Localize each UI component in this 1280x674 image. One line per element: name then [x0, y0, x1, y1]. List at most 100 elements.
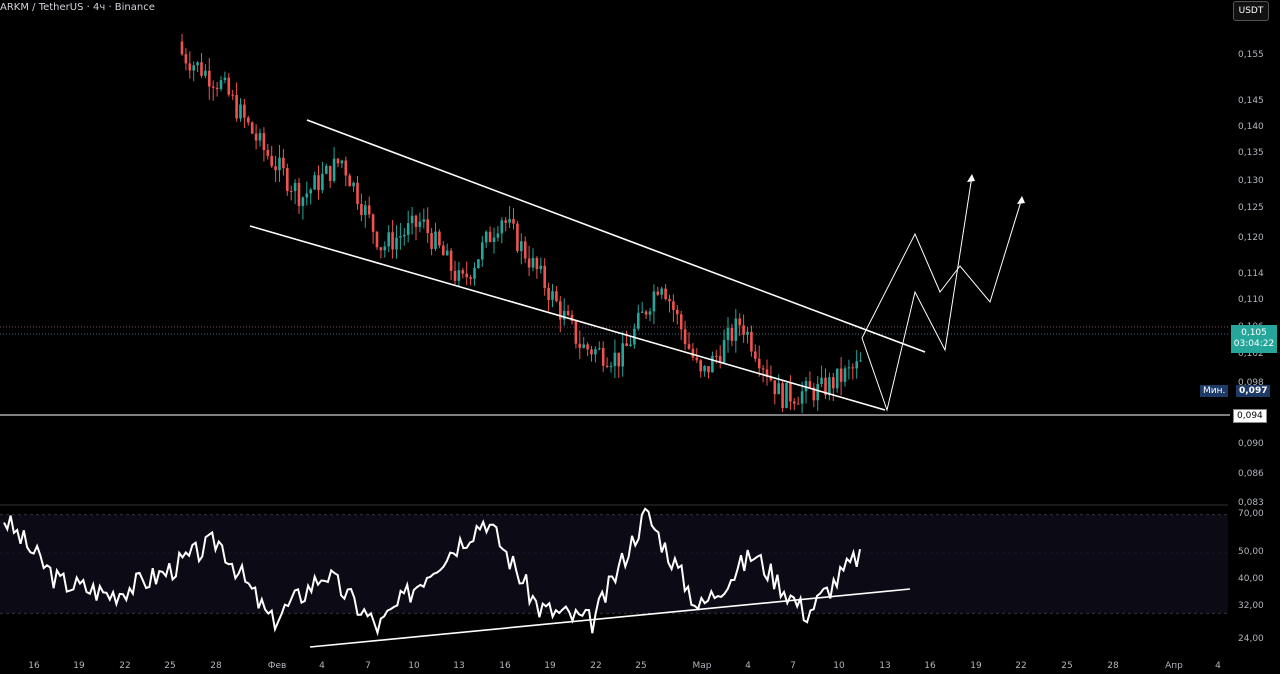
candle-body — [835, 368, 839, 389]
candle-body — [367, 205, 371, 215]
candlestick-series — [180, 33, 862, 414]
candle-body — [262, 133, 266, 151]
price-tick: 0,114 — [1238, 269, 1264, 279]
candle-body — [601, 348, 605, 366]
candle-body — [297, 182, 301, 206]
candle-body — [282, 157, 285, 169]
candle-body — [757, 358, 761, 369]
candle-body — [293, 182, 297, 192]
time-tick: 13 — [453, 661, 464, 671]
time-tick: 16 — [28, 661, 40, 671]
candle-body — [496, 233, 500, 238]
time-tick: 7 — [790, 661, 796, 671]
projection-path-2 — [861, 197, 1023, 339]
candle-body — [239, 104, 242, 119]
candle-body — [609, 365, 613, 367]
candle-body — [773, 380, 777, 395]
candle-body — [781, 383, 784, 408]
time-tick: 4 — [1215, 661, 1221, 671]
time-tick: 22 — [1015, 661, 1026, 671]
candle-body — [200, 62, 203, 76]
currency-button[interactable]: USDT — [1233, 1, 1269, 21]
price-scale: 0,155 0,145 0,140 0,135 0,130 0,125 0,120 0,114… — [1238, 50, 1264, 508]
candle-body — [442, 245, 445, 256]
last-price-badge: 0,105 03:04:22 — [1231, 325, 1277, 353]
candle-body — [360, 204, 363, 216]
candle-body — [278, 157, 281, 171]
candle-body — [457, 270, 461, 281]
candle-body — [523, 241, 527, 259]
osc-tick: 40,00 — [1238, 574, 1264, 584]
candle-body — [613, 352, 617, 366]
candle-body — [395, 237, 398, 250]
time-tick: 13 — [879, 661, 890, 671]
candle-body — [637, 312, 640, 329]
candle-body — [555, 291, 558, 302]
candle-body — [325, 165, 328, 174]
candle-body — [738, 318, 741, 326]
candle-body — [761, 368, 765, 370]
price-tick: 0,090 — [1238, 439, 1264, 449]
candle-body — [481, 242, 484, 260]
price-tick: 0,086 — [1238, 469, 1264, 479]
candle-body — [422, 219, 426, 222]
candle-body — [321, 173, 324, 191]
candle-body — [504, 220, 507, 223]
candle-body — [672, 301, 675, 310]
candle-body — [742, 325, 745, 335]
candle-body — [434, 231, 437, 249]
candle-body — [215, 87, 219, 90]
candle-body — [301, 197, 305, 206]
candle-body — [715, 355, 718, 357]
candle-body — [247, 117, 250, 123]
candle-body — [196, 62, 199, 66]
candle-body — [453, 270, 457, 281]
candle-body — [336, 158, 340, 164]
candle-body — [590, 349, 593, 355]
candle-body — [847, 367, 851, 369]
candle-body — [832, 377, 835, 389]
candle-body — [527, 258, 531, 268]
candle-body — [559, 301, 562, 320]
candle-body — [379, 247, 383, 251]
candle-body — [718, 356, 722, 363]
candle-body — [679, 314, 683, 330]
candle-body — [652, 291, 656, 312]
channel-upper-line — [306, 119, 926, 353]
last-price-value: 0,105 — [1241, 328, 1267, 338]
candle-body — [188, 63, 192, 71]
candle-body — [309, 189, 312, 194]
candle-body — [430, 233, 433, 249]
candle-body — [828, 377, 831, 396]
candle-body — [547, 287, 550, 300]
candle-body — [711, 355, 714, 373]
candle-body — [332, 158, 336, 181]
candle-body — [566, 311, 570, 315]
candle-body — [578, 343, 582, 348]
candle-body — [625, 343, 628, 346]
oscillator-trendline — [309, 588, 911, 648]
candle-body — [477, 259, 480, 269]
time-tick: 10 — [408, 661, 420, 671]
candle-body — [535, 257, 539, 270]
candle-body — [484, 231, 488, 243]
candle-body — [364, 205, 367, 216]
trendline-drawings — [249, 119, 1025, 648]
time-tick: 16 — [499, 661, 511, 671]
oscillator-scale: 70,00 50,00 40,00 32,00 24,00 — [1238, 509, 1264, 644]
candle-body — [254, 133, 258, 141]
candle-body — [820, 377, 823, 385]
candle-body — [531, 257, 535, 268]
candle-body — [570, 314, 574, 322]
candle-body — [313, 175, 316, 190]
candle-body — [438, 231, 441, 246]
time-tick: 25 — [635, 661, 646, 671]
candle-body — [664, 288, 667, 300]
candle-body — [289, 190, 293, 192]
min-value-badge: 0,097 — [1236, 385, 1271, 397]
oscillator-line — [3, 507, 861, 637]
price-tick: 0,130 — [1238, 176, 1264, 186]
candle-body — [219, 80, 223, 90]
candle-body — [270, 155, 273, 167]
